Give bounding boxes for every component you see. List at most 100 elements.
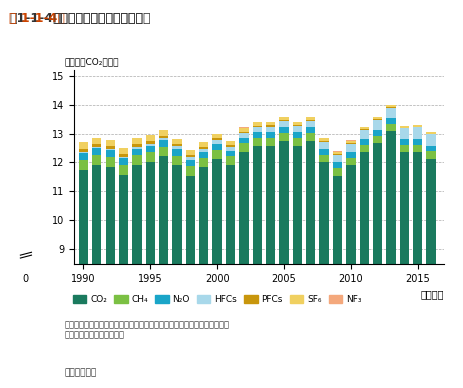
Bar xyxy=(346,165,356,388)
Bar xyxy=(226,165,235,388)
Bar xyxy=(413,139,422,145)
Bar xyxy=(373,120,382,130)
Bar xyxy=(386,108,396,118)
Bar xyxy=(106,150,115,157)
Bar xyxy=(106,149,115,150)
Bar xyxy=(92,138,101,144)
Bar xyxy=(266,125,275,126)
Bar xyxy=(199,152,208,158)
Bar xyxy=(373,130,382,135)
Bar xyxy=(146,141,155,144)
Bar xyxy=(79,160,88,170)
Bar xyxy=(373,135,382,143)
Text: 資料：環境省: 資料：環境省 xyxy=(65,369,97,378)
Bar xyxy=(360,129,369,130)
Bar xyxy=(213,139,222,140)
Bar xyxy=(373,117,382,120)
Bar xyxy=(293,132,302,138)
Bar xyxy=(119,154,128,157)
Bar xyxy=(279,133,289,141)
Bar xyxy=(386,118,396,124)
Bar xyxy=(293,125,302,126)
Bar xyxy=(400,126,409,128)
Bar xyxy=(159,156,169,388)
Bar xyxy=(199,142,208,147)
Bar xyxy=(159,147,169,156)
Bar xyxy=(333,155,342,163)
Bar xyxy=(346,152,356,158)
Bar xyxy=(253,146,262,388)
Text: 0: 0 xyxy=(23,274,29,284)
Bar xyxy=(213,140,222,144)
Bar xyxy=(333,152,342,154)
Bar xyxy=(186,155,195,157)
Bar xyxy=(319,141,329,142)
Bar xyxy=(413,125,422,127)
Bar xyxy=(293,146,302,388)
Bar xyxy=(413,127,422,128)
Bar xyxy=(386,105,396,107)
Bar xyxy=(119,157,128,158)
Bar xyxy=(213,134,222,139)
Bar xyxy=(146,162,155,388)
Text: 温室効果ガス排出量: 温室効果ガス排出量 xyxy=(0,387,1,388)
Bar xyxy=(213,159,222,388)
Bar xyxy=(386,107,396,108)
Text: 日本の温室効果ガス排出量: 日本の温室効果ガス排出量 xyxy=(53,12,143,25)
Bar xyxy=(146,152,155,162)
Bar xyxy=(92,147,101,148)
Bar xyxy=(319,149,329,155)
Bar xyxy=(319,163,329,388)
Bar xyxy=(159,138,169,140)
Bar xyxy=(79,170,88,388)
Bar xyxy=(413,152,422,388)
Bar xyxy=(426,151,436,159)
Bar xyxy=(172,149,181,156)
Bar xyxy=(306,121,315,128)
Bar xyxy=(172,165,181,388)
Bar xyxy=(360,127,369,129)
Bar xyxy=(79,153,88,160)
Bar xyxy=(426,159,436,388)
Bar xyxy=(226,156,235,165)
Bar xyxy=(239,132,249,133)
Text: （億トンCO₂換算）: （億トンCO₂換算） xyxy=(65,57,119,67)
Bar xyxy=(79,149,88,152)
Bar xyxy=(360,130,369,139)
Text: 図1-1-4　日本の温室効果ガス排出量: 図1-1-4 日本の温室効果ガス排出量 xyxy=(9,12,151,25)
Bar xyxy=(132,147,142,149)
Bar xyxy=(386,124,396,131)
Bar xyxy=(413,145,422,152)
Text: 注：今後、各種統計データの年報値の修正、算定方法の見直し等により、
	排出量は変更され得る。: 注：今後、各種統計データの年報値の修正、算定方法の見直し等により、 排出量は変更… xyxy=(65,320,230,340)
Bar xyxy=(186,150,195,155)
Bar xyxy=(346,144,356,152)
Legend: CO₂, CH₄, N₂O, HFCs, PFCs, SF₆, NF₃: CO₂, CH₄, N₂O, HFCs, PFCs, SF₆, NF₃ xyxy=(69,292,365,308)
Text: （年度）: （年度） xyxy=(421,289,444,299)
Bar xyxy=(253,126,262,127)
Bar xyxy=(92,165,101,388)
Bar xyxy=(146,144,155,146)
Bar xyxy=(293,138,302,146)
Bar xyxy=(279,127,289,133)
Bar xyxy=(239,138,249,144)
Bar xyxy=(279,121,289,127)
Bar xyxy=(226,147,235,151)
Bar xyxy=(159,130,169,135)
Bar xyxy=(400,145,409,152)
Bar xyxy=(306,133,315,141)
Bar xyxy=(426,134,436,146)
Bar xyxy=(146,135,155,141)
Bar xyxy=(132,165,142,388)
Bar xyxy=(306,120,315,121)
Bar xyxy=(186,175,195,388)
Bar xyxy=(92,144,101,147)
Bar xyxy=(426,146,436,151)
Bar xyxy=(106,167,115,388)
Bar xyxy=(146,146,155,152)
Bar xyxy=(253,127,262,132)
Bar xyxy=(186,166,195,175)
Bar xyxy=(360,139,369,145)
Bar xyxy=(333,163,342,168)
Bar xyxy=(79,152,88,153)
Bar xyxy=(106,157,115,167)
